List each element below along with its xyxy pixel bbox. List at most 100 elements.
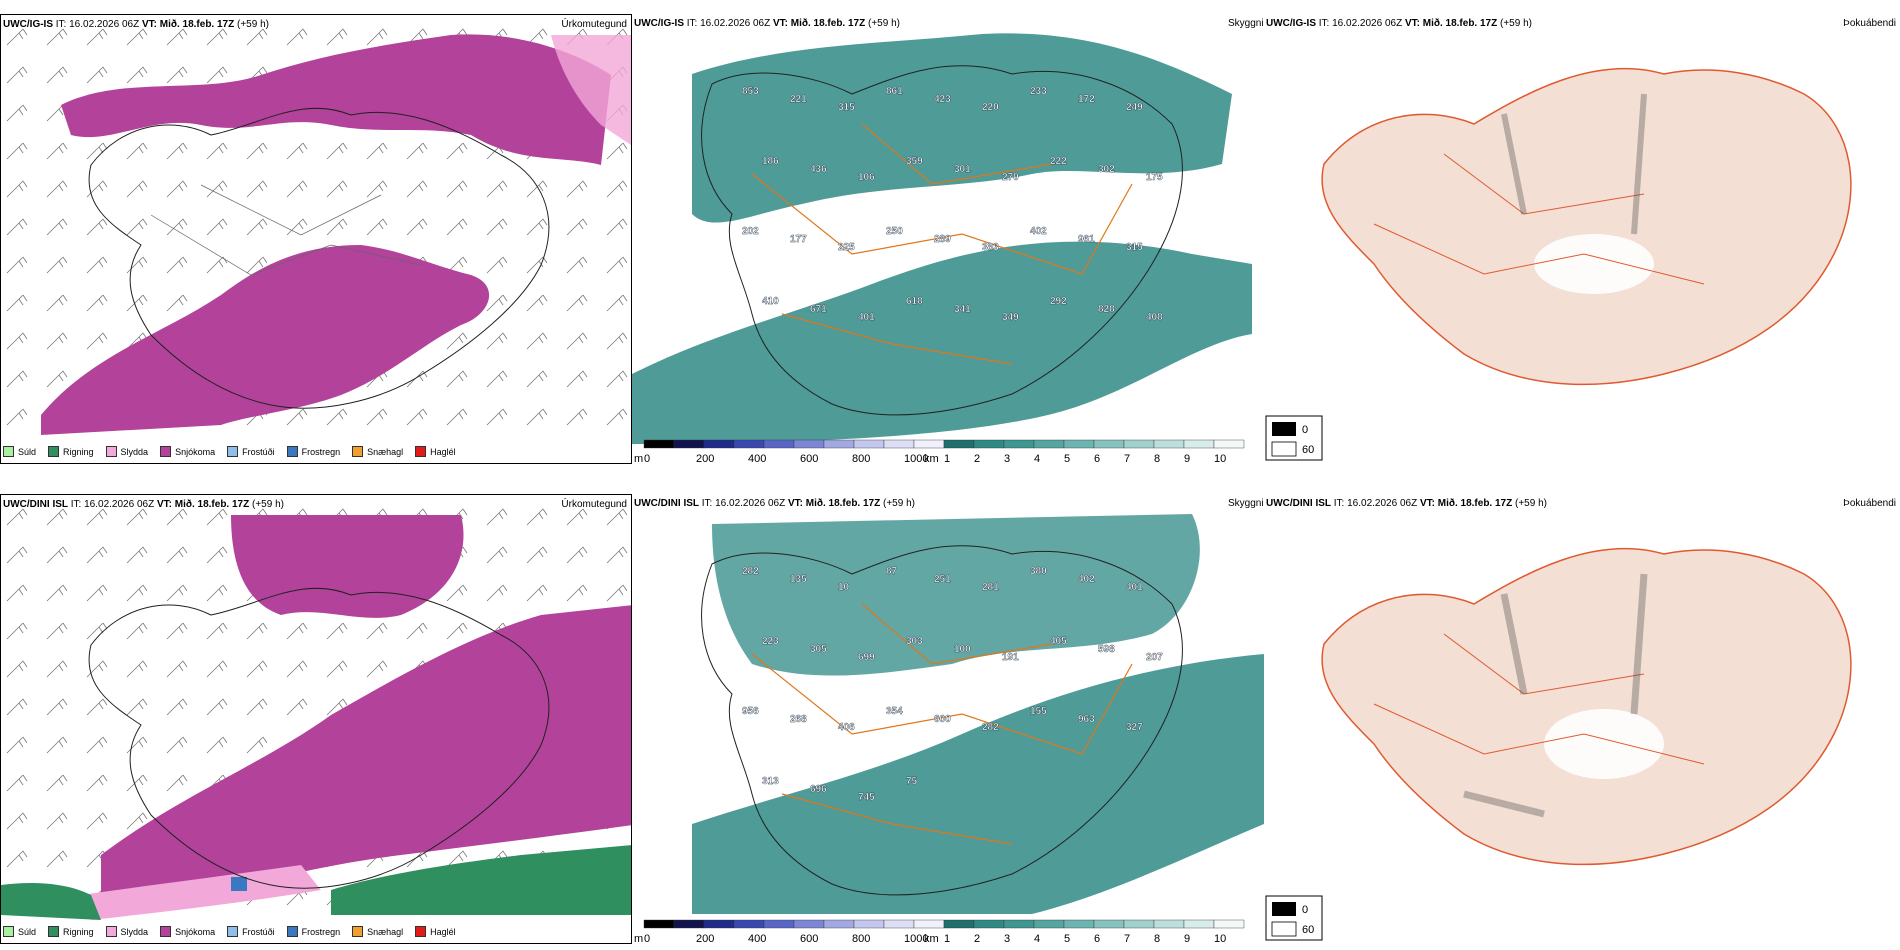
visibility-map-row1: 853 221 315 861 423 220 233 172 249 186 436 106 359 3… xyxy=(632,33,1252,444)
panel-kind-precip-row2: Úrkomutegund xyxy=(561,499,627,510)
snow-area-main-row2 xyxy=(101,605,631,915)
land-area-fog-row1 xyxy=(1321,67,1852,386)
cloud-base-tick: 400 xyxy=(748,933,766,944)
cloud-base-value: 327 xyxy=(1126,722,1143,733)
legend-item: Frostregn xyxy=(286,926,340,937)
cloud-base-value: 10 xyxy=(838,582,850,593)
precip-map-row2 xyxy=(1,495,631,920)
legend-item: Rigning xyxy=(48,446,94,457)
visibility-tick: 4 xyxy=(1034,933,1040,944)
panel-kind-visibility-row1: Skyggni xyxy=(1228,18,1264,29)
header-row1-visibility: UWC/IG-IS IT: 16.02.2026 06Z VT: Mið. 18… xyxy=(634,18,900,29)
fog-scale-row2: 0 60 xyxy=(1265,895,1323,941)
cloud-base-value: 956 xyxy=(742,706,759,717)
cloud-base-swatch xyxy=(823,439,855,449)
cloud-base-swatch xyxy=(913,919,945,929)
legend-label: Snjókoma xyxy=(175,926,216,937)
legend-item: Rigning xyxy=(48,926,94,937)
legend-swatch xyxy=(415,446,427,457)
panel-kind-precip-row1: Úrkomutegund xyxy=(561,19,627,30)
legend-item: Slydda xyxy=(105,926,149,937)
precip-panel-row2: UWC/DINI ISL IT: 16.02.2026 06Z VT: Mið.… xyxy=(0,494,632,944)
rain-area-row2 xyxy=(1,845,631,920)
visibility-tick: 1 xyxy=(944,933,950,944)
cloud-base-value: 100 xyxy=(954,644,971,655)
cloud-base-value: 861 xyxy=(886,86,903,97)
visibility-tick: 7 xyxy=(1124,933,1130,944)
cloud-base-value: 233 xyxy=(1030,86,1047,97)
visibility-unit: km xyxy=(924,933,939,944)
cloud-base-unit: m xyxy=(634,933,643,944)
fog-panel-row1: UWC/IG-IS IT: 16.02.2026 06Z VT: Mið. 18… xyxy=(1264,14,1900,464)
visibility-panel-row2: 282 135 10 87 251 281 380 402 401 223 305 699 303 100… xyxy=(632,494,1264,944)
cloud-base-value: 186 xyxy=(762,156,779,167)
legend-label: Frostúði xyxy=(242,926,275,937)
snow-area-north xyxy=(61,34,611,165)
cloud-base-swatch xyxy=(673,919,705,929)
legend-item: Snæhagl xyxy=(352,926,403,937)
visibility-tick: 8 xyxy=(1154,933,1160,944)
legend-label: Haglél xyxy=(430,926,456,937)
cloud-base-tick: 1000 xyxy=(904,453,928,464)
legend-swatch xyxy=(3,926,14,937)
visibility-swatch xyxy=(1003,919,1035,929)
cloud-base-value: 225 xyxy=(838,242,855,253)
legend-swatch xyxy=(352,446,364,457)
visibility-swatch xyxy=(1063,919,1095,929)
cloud-base-value: 155 xyxy=(1030,706,1047,717)
cloud-base-value: 250 xyxy=(886,226,903,237)
cloud-base-value: 282 xyxy=(982,722,999,733)
visibility-tick: 9 xyxy=(1184,933,1190,944)
cloud-base-value: 135 xyxy=(790,574,807,585)
cloud-base-value: 75 xyxy=(906,776,918,787)
cloud-base-value: 315 xyxy=(838,102,855,113)
visibility-panel-row1: 853 221 315 861 423 220 233 172 249 186 436 106 359 3… xyxy=(632,14,1264,464)
cloud-base-value: 301 xyxy=(954,164,971,175)
legend-label: Rigning xyxy=(63,926,94,937)
cloud-base-value: 423 xyxy=(934,94,951,105)
visibility-unit: km xyxy=(924,453,939,464)
cloud-base-tick: 600 xyxy=(800,453,818,464)
cloud-base-tick: 800 xyxy=(852,933,870,944)
cloud-base-swatch xyxy=(763,439,795,449)
cloud-base-value: 401 xyxy=(1126,582,1143,593)
cloud-base-value: 359 xyxy=(906,156,923,167)
cloud-base-swatch xyxy=(673,439,705,449)
legend-label: Snæhagl xyxy=(367,446,404,457)
header-row1-precip: UWC/IG-IS IT: 16.02.2026 06Z VT: Mið. 18… xyxy=(3,19,269,30)
iceland-outline-vis-row2 xyxy=(701,545,1183,896)
cloud-base-value: 106 xyxy=(858,172,875,183)
iceland-outline-row2 xyxy=(88,587,550,889)
header-row2-fog: UWC/DINI ISL IT: 16.02.2026 06Z VT: Mið.… xyxy=(1266,498,1547,509)
legend-item: Haglél xyxy=(415,926,456,937)
legend-item: Snjókoma xyxy=(160,446,215,457)
cloud-base-unit: m xyxy=(634,453,643,464)
panel-kind-fog-row2: Þokuábendi xyxy=(1843,498,1896,509)
cloud-base-scale-row2: m 0 200 400 600 800 1000 xyxy=(634,919,945,944)
legend-label: Rigning xyxy=(63,446,94,457)
legend-item: Frostregn xyxy=(286,446,340,457)
visibility-swatch xyxy=(1003,439,1035,449)
cloud-base-swatch xyxy=(823,919,855,929)
legend-label: Snæhagl xyxy=(367,926,404,937)
visibility-tick: 5 xyxy=(1064,933,1070,944)
legend-item: Snæhagl xyxy=(352,446,403,457)
cloud-base-value: 292 xyxy=(1050,296,1067,307)
cloud-base-value: 303 xyxy=(906,636,923,647)
legend-label: Slydda xyxy=(120,926,149,937)
cloud-base-value: 270 xyxy=(1002,172,1019,183)
sleet-area-ne xyxy=(551,35,631,145)
fog-tick: 60 xyxy=(1302,924,1314,936)
legend-swatch xyxy=(160,926,172,937)
header-row1-fog: UWC/IG-IS IT: 16.02.2026 06Z VT: Mið. 18… xyxy=(1266,18,1532,29)
fog-map-row2 xyxy=(1321,547,1852,866)
cloud-base-value: 600 xyxy=(934,714,951,725)
cloud-base-value: 963 xyxy=(1078,714,1095,725)
visibility-tick: 7 xyxy=(1124,453,1130,464)
cloud-base-swatch xyxy=(763,919,795,929)
cloud-base-swatch xyxy=(913,439,945,449)
legend-swatch xyxy=(3,446,14,457)
cloud-base-value: 401 xyxy=(858,312,875,323)
panel-kind-visibility-row2: Skyggni xyxy=(1228,498,1264,509)
teal-area-north xyxy=(692,33,1232,223)
